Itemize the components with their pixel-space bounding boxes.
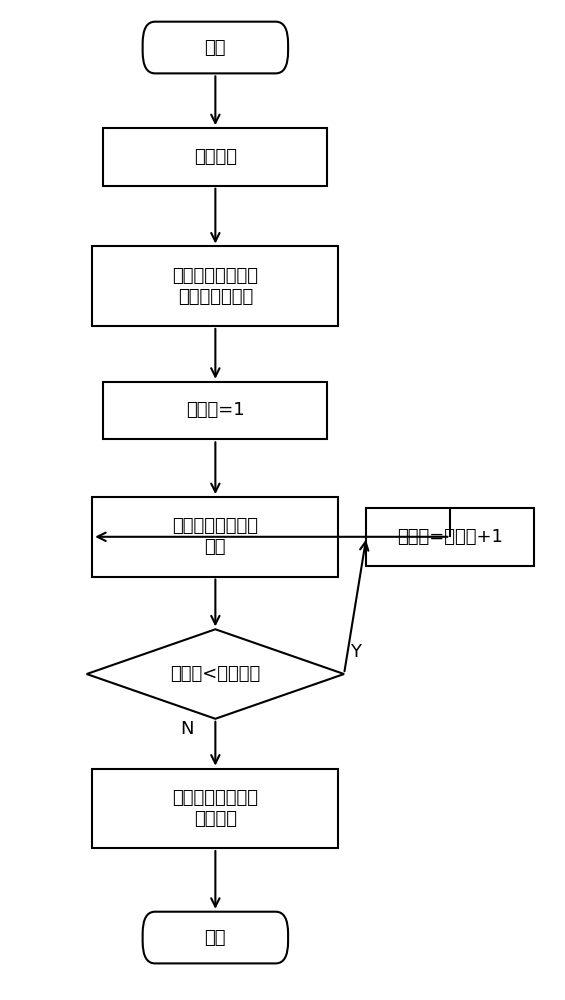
Text: Y: Y <box>350 643 360 661</box>
Text: 机架号=机架号+1: 机架号=机架号+1 <box>397 528 503 546</box>
Text: 结束: 结束 <box>205 929 226 947</box>
Text: N: N <box>181 720 194 738</box>
Bar <box>103 382 327 439</box>
Bar <box>92 246 338 326</box>
Text: 输入数据: 输入数据 <box>194 148 237 166</box>
FancyBboxPatch shape <box>142 912 288 963</box>
Bar <box>367 508 534 566</box>
Text: 开始: 开始 <box>205 39 226 57</box>
Text: 机架号=1: 机架号=1 <box>186 401 245 420</box>
Text: 计算当前机架出口
宽度: 计算当前机架出口 宽度 <box>172 517 258 556</box>
Text: 预测带锂头部宽度
的基准値: 预测带锂头部宽度 的基准値 <box>172 789 258 828</box>
Bar <box>92 497 338 577</box>
Text: 机架号<总机架数: 机架号<总机架数 <box>170 665 260 683</box>
Bar <box>103 128 327 186</box>
Bar <box>92 768 338 848</box>
FancyBboxPatch shape <box>142 22 288 73</box>
Text: 根据秒流量方程计
算各机架间厚度: 根据秒流量方程计 算各机架间厚度 <box>172 267 258 306</box>
Polygon shape <box>86 629 344 719</box>
